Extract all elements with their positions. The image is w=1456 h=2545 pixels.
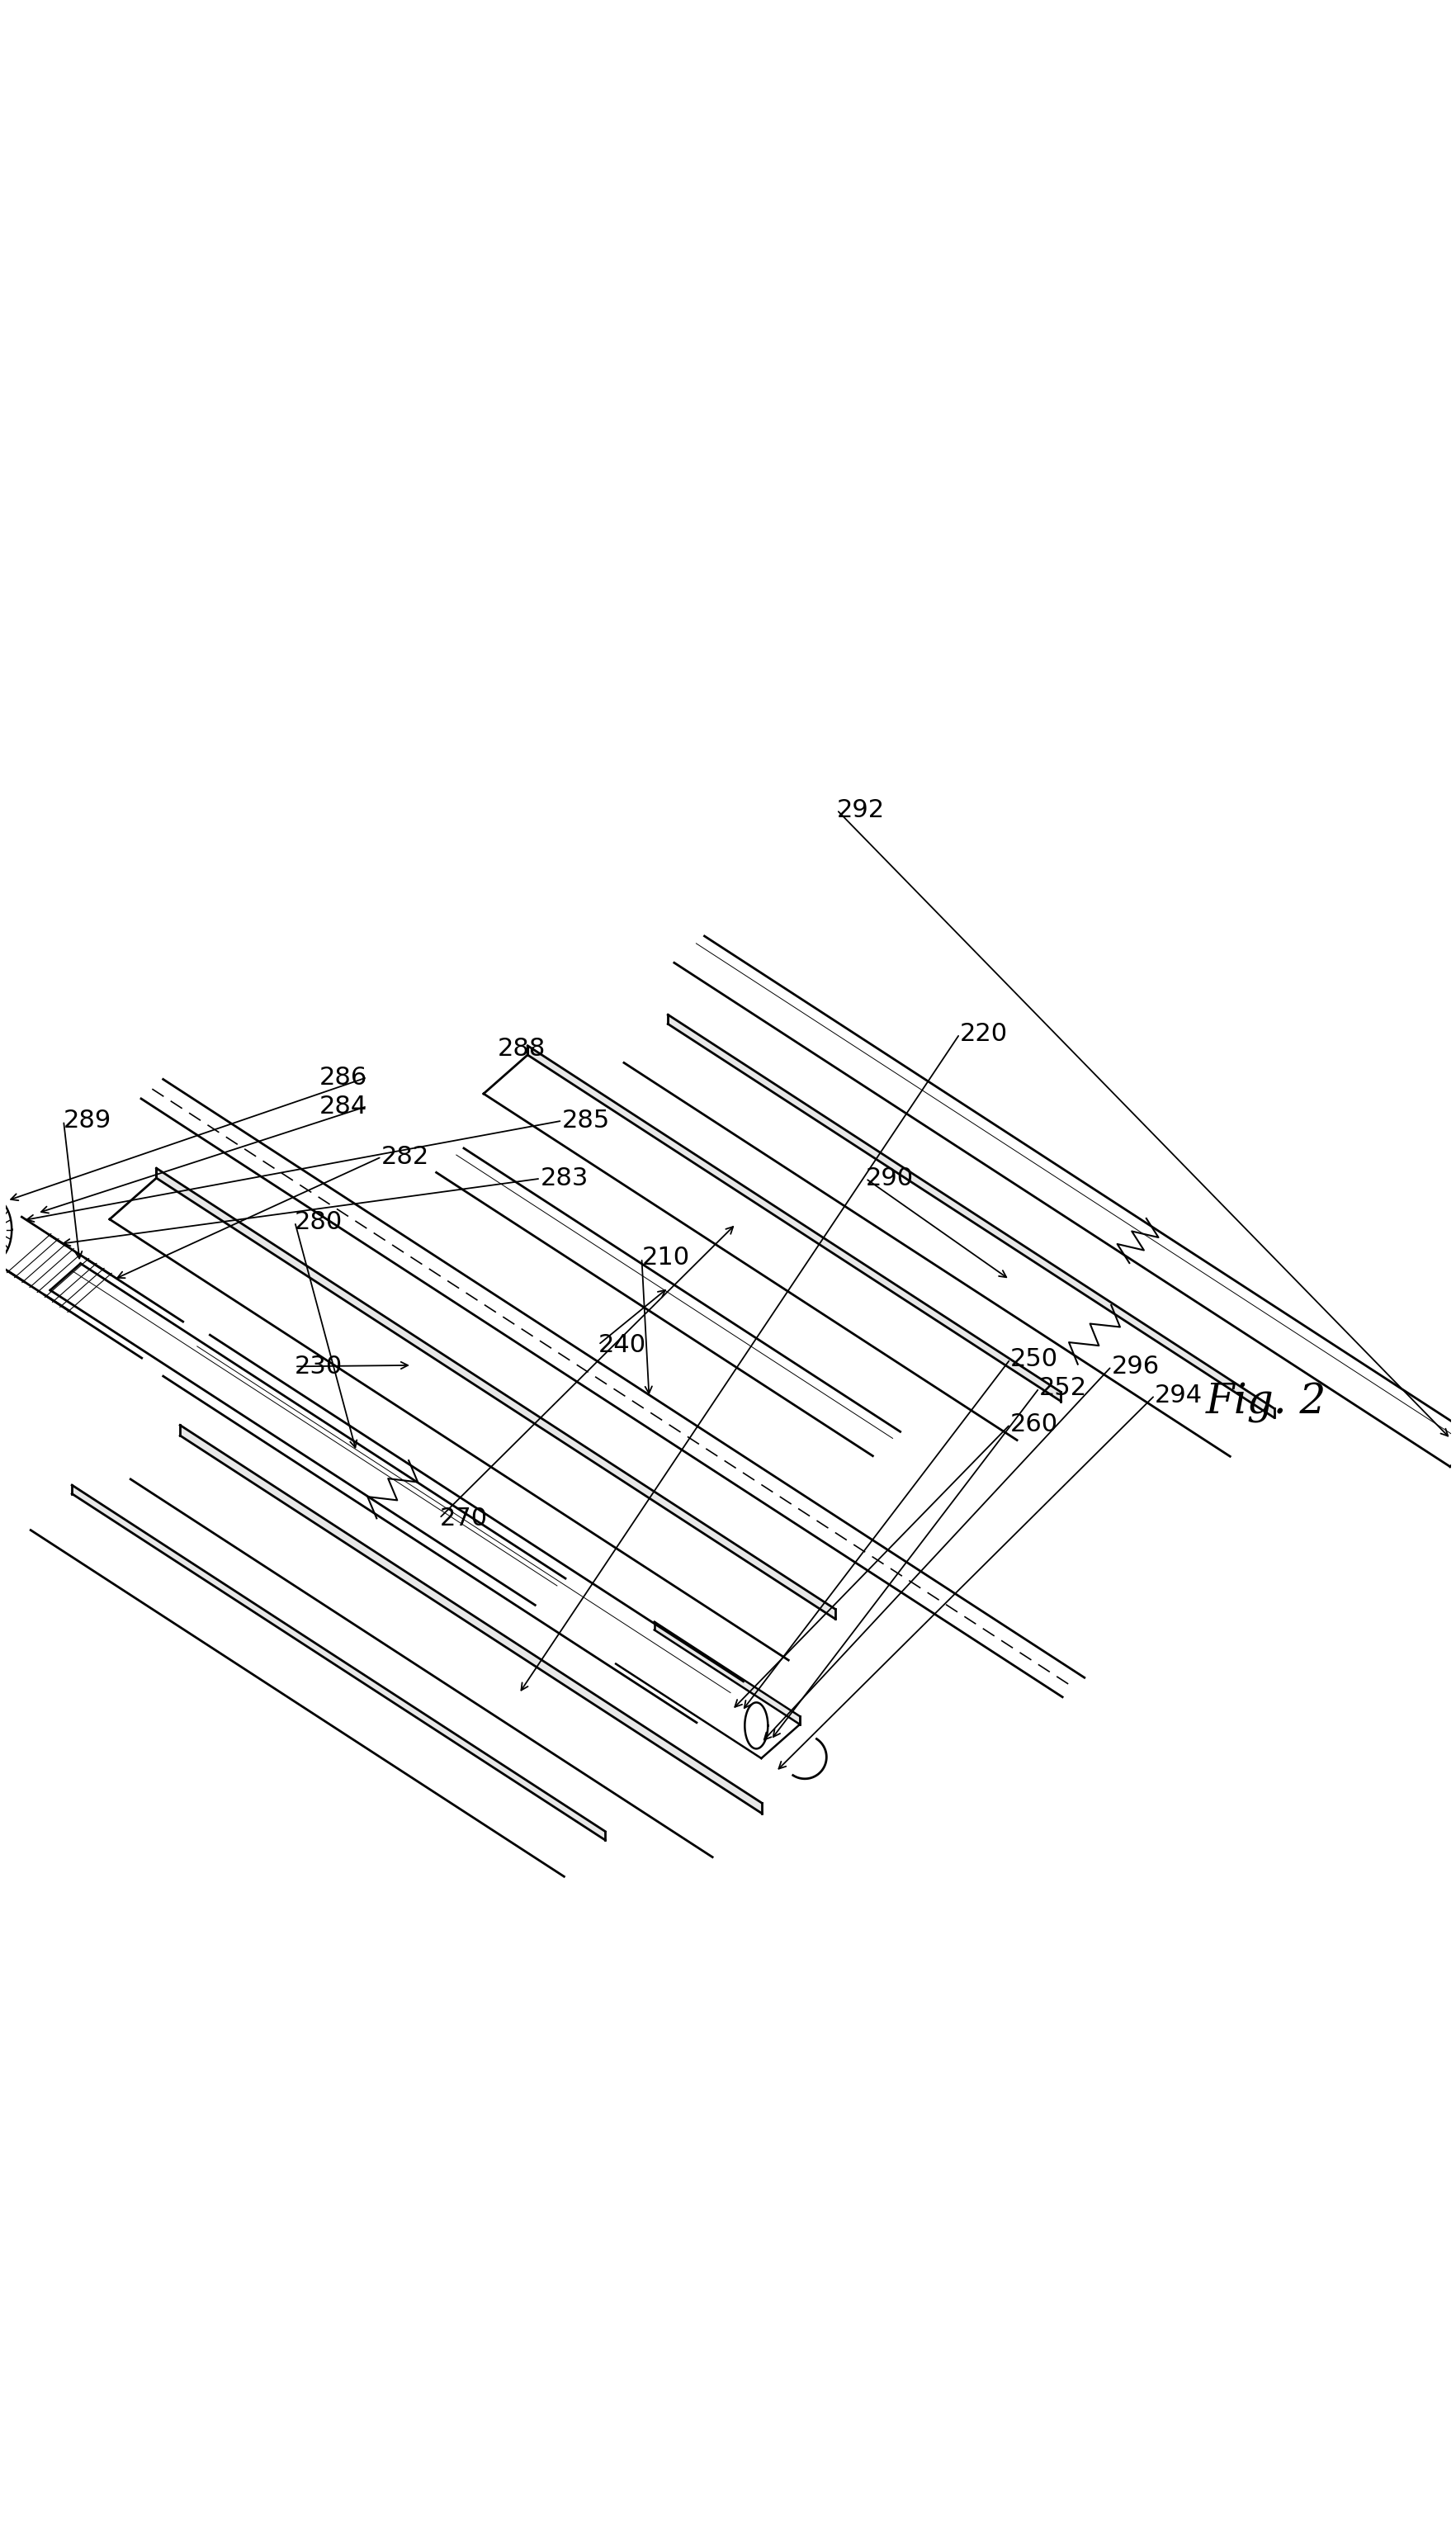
Text: 286: 286 — [319, 1066, 367, 1089]
Text: 290: 290 — [865, 1166, 913, 1191]
Polygon shape — [131, 1435, 761, 1858]
Text: 283: 283 — [540, 1166, 588, 1191]
Polygon shape — [527, 1046, 1060, 1402]
Polygon shape — [9, 1234, 111, 1311]
Polygon shape — [668, 1015, 1274, 1418]
Polygon shape — [623, 1023, 1274, 1456]
Polygon shape — [141, 1079, 1083, 1698]
Text: 284: 284 — [319, 1094, 367, 1117]
Polygon shape — [483, 1056, 1060, 1440]
Polygon shape — [654, 1621, 799, 1726]
Text: Fig. 2: Fig. 2 — [1204, 1382, 1325, 1423]
Text: 270: 270 — [440, 1507, 488, 1530]
Text: 260: 260 — [1009, 1412, 1057, 1435]
Text: 240: 240 — [598, 1334, 646, 1356]
Text: 220: 220 — [960, 1023, 1008, 1046]
Polygon shape — [45, 1260, 183, 1359]
Text: 210: 210 — [641, 1247, 689, 1270]
Text: 282: 282 — [381, 1145, 430, 1168]
Text: 230: 230 — [294, 1354, 342, 1379]
Text: 296: 296 — [1111, 1354, 1159, 1379]
Text: 294: 294 — [1155, 1384, 1203, 1407]
Text: 288: 288 — [496, 1036, 545, 1061]
Text: 292: 292 — [836, 799, 884, 822]
Text: 289: 289 — [64, 1110, 112, 1133]
Polygon shape — [437, 1148, 900, 1456]
Text: 252: 252 — [1038, 1377, 1086, 1400]
Polygon shape — [674, 937, 1456, 1466]
Polygon shape — [156, 1168, 834, 1619]
Polygon shape — [31, 1494, 606, 1876]
Polygon shape — [71, 1486, 606, 1840]
Polygon shape — [616, 1629, 799, 1759]
Polygon shape — [163, 1336, 743, 1723]
Polygon shape — [109, 1178, 834, 1659]
Polygon shape — [0, 1217, 66, 1283]
Text: 280: 280 — [294, 1209, 342, 1234]
Text: 285: 285 — [562, 1110, 610, 1133]
Polygon shape — [181, 1425, 761, 1815]
Text: 250: 250 — [1009, 1346, 1057, 1372]
Polygon shape — [50, 1262, 565, 1606]
